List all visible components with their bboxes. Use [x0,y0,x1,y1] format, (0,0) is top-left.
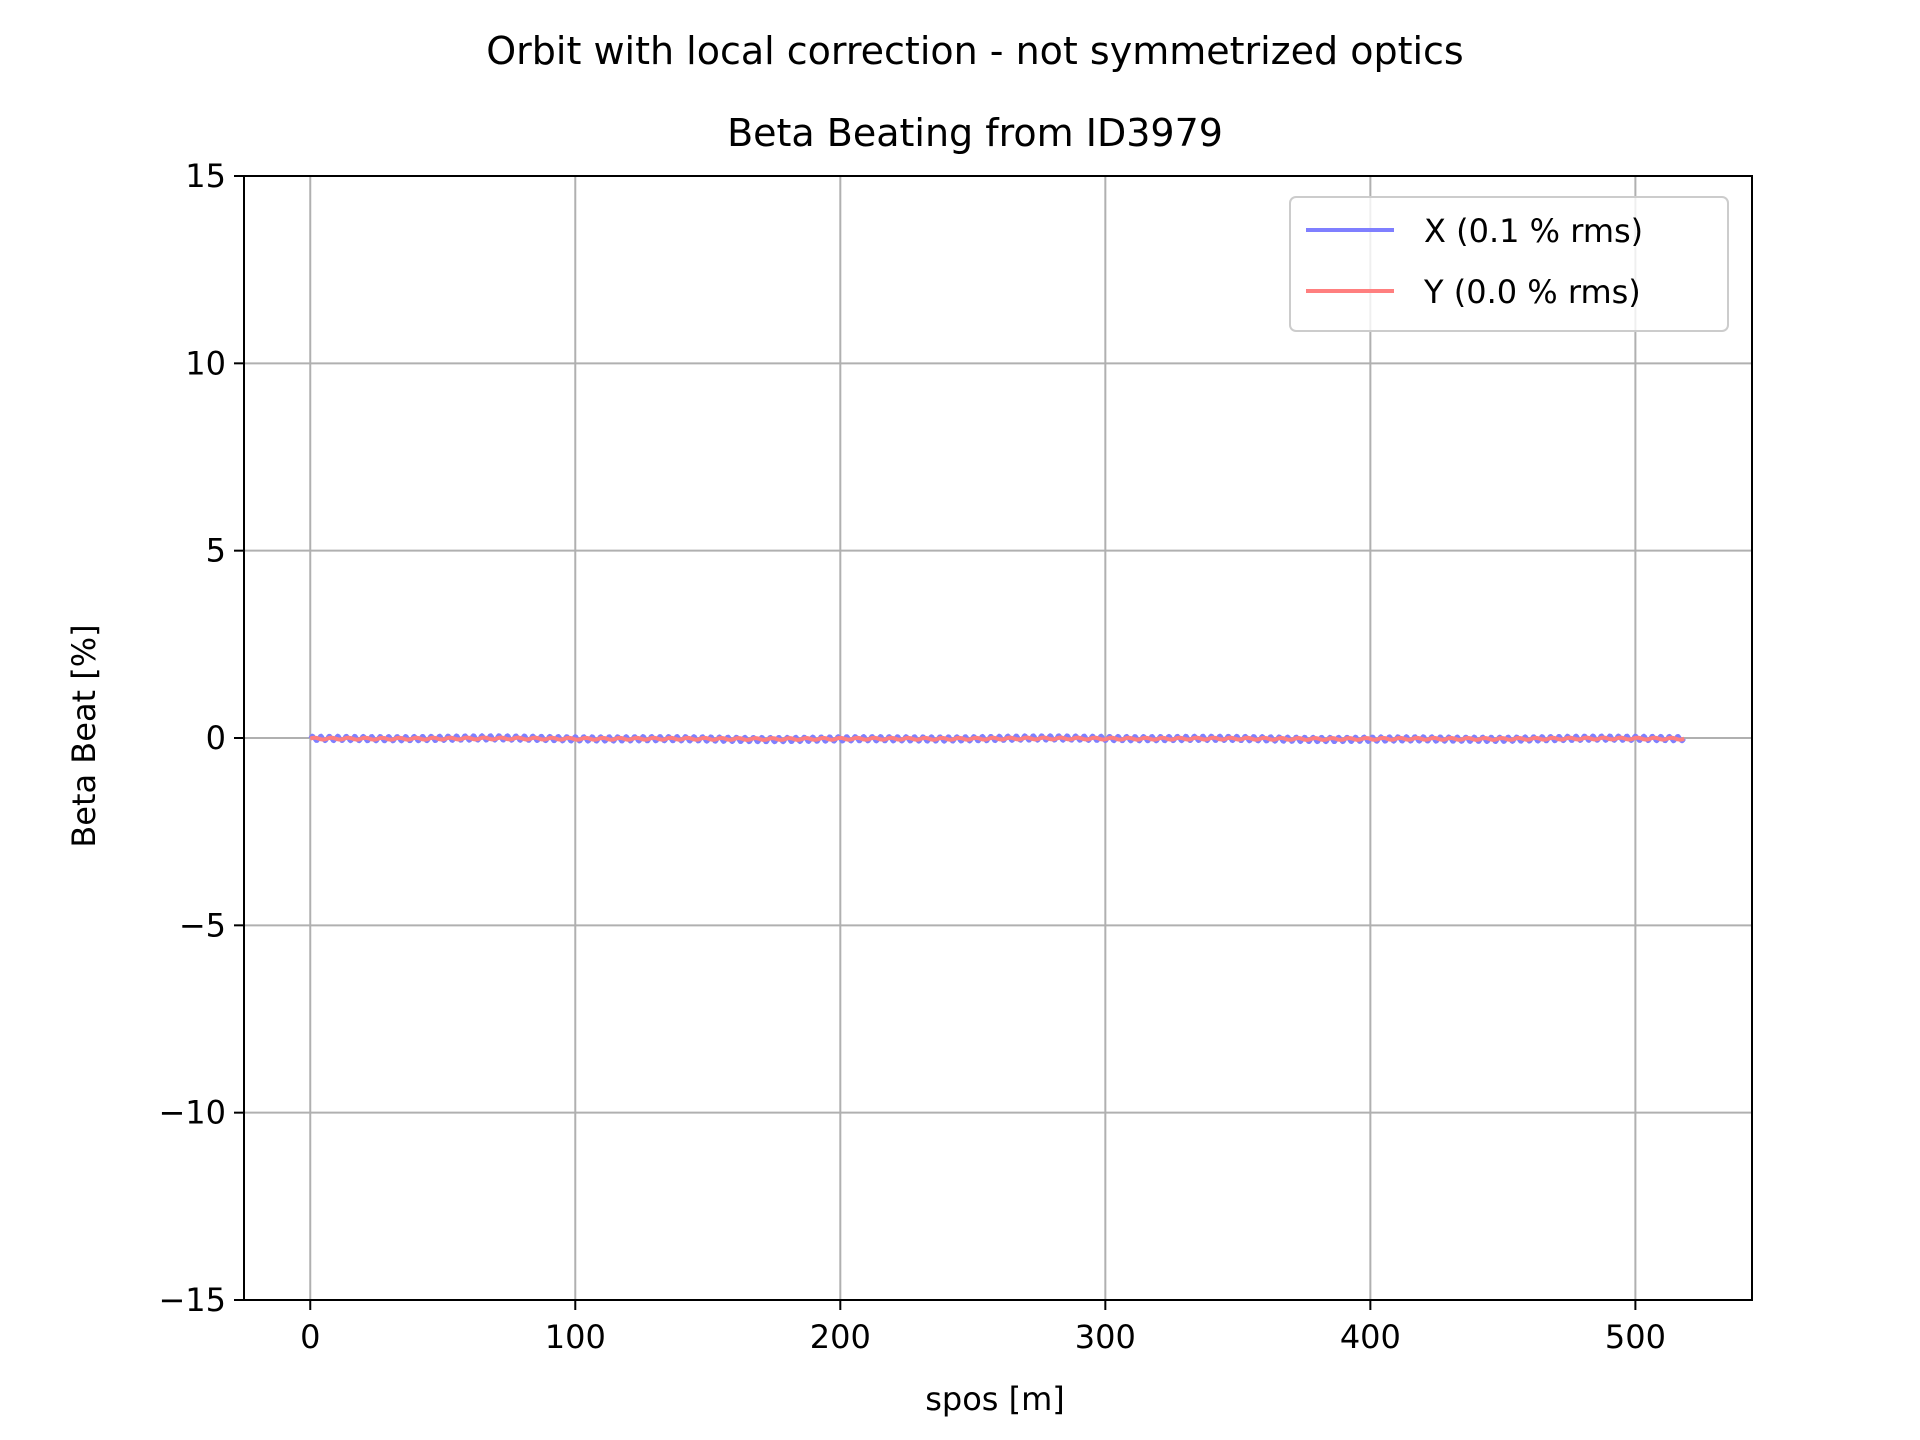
y-axis: −15 −10 −5 0 5 10 15 [158,157,244,1319]
y-tick-label: −15 [158,1281,226,1319]
axes-title: Beta Beating from ID3979 [727,111,1223,155]
x-tick-label: 300 [1075,1318,1136,1356]
series-line-y [309,735,1686,742]
legend-frame [1289,196,1729,332]
legend-label-x: X (0.1 % rms) [1424,212,1643,250]
series-layer [308,733,1686,745]
y-tick-label: −10 [158,1094,226,1132]
x-tick-label: 200 [810,1318,871,1356]
y-tick-label: 0 [206,719,226,757]
y-tick-label: 15 [185,157,226,195]
figure-suptitle: Orbit with local correction - not symmet… [486,29,1463,73]
x-tick-label: 500 [1605,1318,1666,1356]
legend: X (0.1 % rms) Y (0.0 % rms) [1289,196,1729,332]
x-tick-label: 0 [300,1318,320,1356]
y-axis-label: Beta Beat [%] [65,624,103,847]
y-tick-label: 5 [206,532,226,570]
x-tick-label: 100 [545,1318,606,1356]
x-tick-label: 400 [1340,1318,1401,1356]
y-tick-label: −5 [179,906,226,944]
x-axis-label: spos [m] [925,1380,1065,1418]
x-axis: 0 100 200 300 400 500 [300,1300,1666,1356]
legend-label-y: Y (0.0 % rms) [1423,273,1641,311]
y-tick-label: 10 [185,344,226,382]
